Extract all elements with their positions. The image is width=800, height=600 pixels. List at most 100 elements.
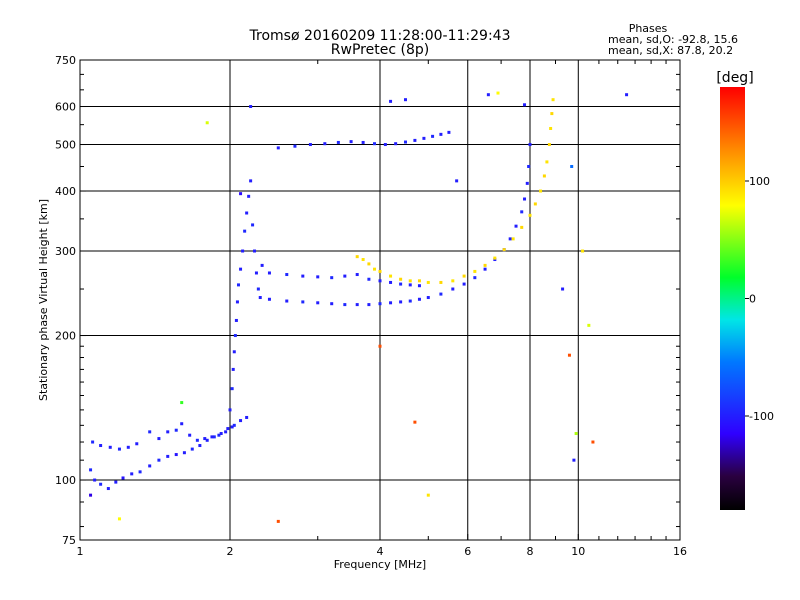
data-point (378, 302, 382, 306)
data-point (417, 279, 421, 283)
data-point (550, 112, 554, 116)
data-point (403, 140, 407, 144)
data-point (373, 267, 377, 271)
data-point (455, 179, 459, 183)
data-point (188, 433, 192, 437)
data-point (408, 283, 412, 287)
x-axis: 1 2 4 6 8 10 16 (77, 60, 687, 558)
data-point (373, 142, 377, 146)
data-point (180, 422, 184, 426)
colorbar: [deg] 100 0 -100 (716, 70, 774, 510)
data-point (316, 275, 320, 279)
data-point (349, 140, 353, 144)
stats-line-x: mean, sd,X: 87.8, 20.2 (608, 44, 733, 57)
colorbar-ticks: 100 0 -100 (745, 175, 774, 423)
data-point (135, 442, 139, 446)
data-point (253, 249, 257, 253)
data-point (91, 440, 95, 444)
data-point (394, 142, 398, 146)
chart-subtitle: RwPretec (8p) (331, 42, 429, 58)
data-point (408, 299, 412, 303)
data-point (493, 256, 497, 260)
colorbar-label: [deg] (716, 70, 753, 86)
data-point (205, 121, 209, 125)
data-point (205, 438, 209, 442)
data-point (157, 437, 161, 441)
data-point (89, 493, 93, 497)
data-point (542, 174, 546, 178)
data-point (447, 130, 451, 134)
data-point (276, 519, 280, 523)
data-point (625, 93, 629, 97)
x-tick-label: 2 (227, 545, 234, 558)
data-point (439, 132, 443, 136)
data-point (417, 284, 421, 288)
data-point (523, 103, 527, 107)
data-point (230, 425, 234, 429)
data-point (539, 189, 543, 193)
x-tick-label: 6 (464, 545, 471, 558)
data-point (99, 482, 103, 486)
data-point (439, 292, 443, 296)
data-point (567, 353, 571, 357)
data-point (203, 437, 207, 441)
data-point (527, 164, 531, 168)
stats-heading: Phases (629, 22, 668, 35)
x-tick-label: 8 (527, 545, 534, 558)
data-point (166, 454, 170, 458)
x-tick-label: 16 (673, 545, 687, 558)
data-point (108, 445, 112, 449)
data-point (431, 134, 435, 138)
data-point (174, 428, 178, 432)
data-point (525, 181, 529, 185)
data-point (114, 480, 118, 484)
data-point (239, 192, 243, 196)
colorbar-tick-label: -100 (749, 410, 774, 423)
data-point (239, 419, 243, 423)
data-point (547, 143, 551, 147)
data-point (383, 143, 387, 147)
data-point (126, 445, 130, 449)
colorbar-tick-label: 0 (749, 293, 756, 306)
y-tick-label: 750 (55, 54, 76, 67)
data-point (462, 274, 466, 278)
data-point (260, 263, 264, 267)
data-point (330, 276, 334, 280)
data-point (426, 296, 430, 300)
data-point (451, 287, 455, 291)
data-point (570, 164, 574, 168)
data-point (413, 420, 417, 424)
data-point (549, 126, 553, 130)
data-point (117, 517, 121, 521)
data-point (174, 453, 178, 457)
data-point (399, 300, 403, 304)
data-point (439, 280, 443, 284)
data-point (245, 415, 249, 419)
data-point (234, 318, 238, 322)
data-point (249, 179, 253, 183)
data-point (212, 435, 216, 439)
data-point (389, 274, 393, 278)
y-axis-label: Stationary phase Virtual Height [km] (37, 199, 50, 401)
data-points (89, 91, 629, 523)
data-point (355, 273, 359, 277)
data-point (528, 213, 532, 217)
data-point (473, 269, 477, 273)
data-point (99, 444, 103, 448)
x-tick-label: 1 (77, 545, 84, 558)
data-point (219, 432, 223, 436)
data-point (106, 487, 110, 491)
data-point (236, 283, 240, 287)
data-point (217, 433, 221, 437)
data-point (389, 280, 393, 284)
data-point (399, 277, 403, 281)
data-point (330, 302, 334, 306)
data-point (367, 277, 371, 281)
data-point (308, 143, 312, 147)
data-point (93, 478, 97, 482)
data-point (245, 211, 249, 215)
data-point (483, 267, 487, 271)
data-point (523, 197, 527, 201)
data-point (403, 98, 407, 102)
